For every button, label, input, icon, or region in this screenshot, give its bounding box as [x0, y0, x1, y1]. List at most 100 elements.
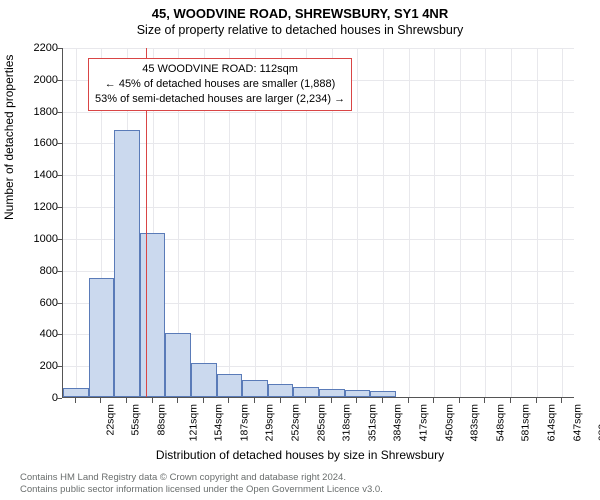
- x-tick-mark: [561, 398, 562, 403]
- chart-title: 45, WOODVINE ROAD, SHREWSBURY, SY1 4NR: [0, 0, 600, 21]
- y-tick-mark: [57, 303, 62, 304]
- y-tick-label: 2000: [20, 74, 58, 86]
- y-tick-label: 1400: [20, 169, 58, 181]
- x-tick-mark: [459, 398, 460, 403]
- x-tick-mark: [408, 398, 409, 403]
- y-tick-label: 1600: [20, 137, 58, 149]
- x-tick-mark: [100, 398, 101, 403]
- x-tick-label: 450sqm: [443, 404, 455, 441]
- x-tick-label: 581sqm: [520, 404, 532, 441]
- x-tick-mark: [126, 398, 127, 403]
- chart-container: 45, WOODVINE ROAD, SHREWSBURY, SY1 4NR S…: [0, 0, 600, 500]
- x-tick-mark: [382, 398, 383, 403]
- x-tick-mark: [433, 398, 434, 403]
- x-tick-mark: [280, 398, 281, 403]
- gridline-h: [63, 48, 574, 49]
- histogram-bar: [191, 363, 217, 397]
- x-tick-label: 417sqm: [417, 404, 429, 441]
- gridline-v: [357, 48, 358, 397]
- y-tick-mark: [57, 398, 62, 399]
- histogram-bar: [293, 387, 319, 397]
- x-tick-label: 285sqm: [315, 404, 327, 441]
- histogram-bar: [165, 333, 191, 397]
- y-tick-label: 1200: [20, 201, 58, 213]
- x-tick-label: 680sqm: [597, 404, 600, 441]
- gridline-v: [460, 48, 461, 397]
- x-tick-mark: [536, 398, 537, 403]
- x-tick-mark: [152, 398, 153, 403]
- x-tick-label: 548sqm: [494, 404, 506, 441]
- histogram-bar: [319, 389, 345, 397]
- annotation-line: ← 45% of detached houses are smaller (1,…: [95, 77, 345, 92]
- x-tick-mark: [75, 398, 76, 403]
- x-tick-label: 121sqm: [187, 404, 199, 441]
- y-tick-label: 800: [20, 265, 58, 277]
- chart-subtitle: Size of property relative to detached ho…: [0, 21, 600, 41]
- x-tick-label: 88sqm: [156, 404, 168, 436]
- x-tick-label: 351sqm: [366, 404, 378, 441]
- gridline-v: [485, 48, 486, 397]
- x-tick-label: 614sqm: [545, 404, 557, 441]
- y-tick-mark: [57, 48, 62, 49]
- gridline-v: [383, 48, 384, 397]
- x-tick-label: 252sqm: [289, 404, 301, 441]
- y-tick-mark: [57, 143, 62, 144]
- annotation-box: 45 WOODVINE ROAD: 112sqm← 45% of detache…: [88, 58, 352, 111]
- y-tick-mark: [57, 271, 62, 272]
- y-axis-label: Number of detached properties: [2, 55, 16, 220]
- histogram-bar: [242, 380, 268, 397]
- y-tick-mark: [57, 80, 62, 81]
- y-tick-label: 1800: [20, 106, 58, 118]
- x-tick-label: 647sqm: [571, 404, 583, 441]
- histogram-bar: [217, 374, 243, 397]
- y-tick-mark: [57, 366, 62, 367]
- x-axis-label: Distribution of detached houses by size …: [0, 448, 600, 462]
- histogram-bar: [268, 384, 294, 397]
- footer-line-2: Contains public sector information licen…: [20, 484, 383, 496]
- footer-line-1: Contains HM Land Registry data © Crown c…: [20, 472, 383, 484]
- y-tick-mark: [57, 207, 62, 208]
- footer-attribution: Contains HM Land Registry data © Crown c…: [20, 472, 383, 496]
- x-tick-label: 22sqm: [104, 404, 116, 436]
- x-tick-label: 55sqm: [130, 404, 142, 436]
- gridline-v: [511, 48, 512, 397]
- annotation-line: 53% of semi-detached houses are larger (…: [95, 92, 345, 107]
- x-tick-label: 154sqm: [213, 404, 225, 441]
- x-tick-mark: [356, 398, 357, 403]
- histogram-bar: [370, 391, 396, 397]
- x-tick-mark: [484, 398, 485, 403]
- histogram-bar: [140, 233, 166, 397]
- histogram-bar: [89, 278, 115, 397]
- y-tick-mark: [57, 175, 62, 176]
- x-tick-mark: [228, 398, 229, 403]
- gridline-v: [409, 48, 410, 397]
- histogram-bar: [345, 390, 371, 397]
- y-tick-label: 600: [20, 297, 58, 309]
- x-tick-label: 318sqm: [341, 404, 353, 441]
- gridline-v: [537, 48, 538, 397]
- y-tick-label: 1000: [20, 233, 58, 245]
- gridline-h: [63, 112, 574, 113]
- x-tick-mark: [331, 398, 332, 403]
- x-tick-label: 384sqm: [392, 404, 404, 441]
- y-tick-label: 2200: [20, 42, 58, 54]
- x-tick-label: 483sqm: [469, 404, 481, 441]
- x-tick-label: 187sqm: [238, 404, 250, 441]
- y-tick-label: 400: [20, 328, 58, 340]
- x-tick-mark: [203, 398, 204, 403]
- annotation-line: 45 WOODVINE ROAD: 112sqm: [95, 62, 345, 77]
- y-tick-mark: [57, 112, 62, 113]
- x-tick-mark: [254, 398, 255, 403]
- x-tick-mark: [305, 398, 306, 403]
- gridline-v: [76, 48, 77, 397]
- gridline-v: [434, 48, 435, 397]
- x-tick-mark: [510, 398, 511, 403]
- y-tick-mark: [57, 239, 62, 240]
- gridline-v: [562, 48, 563, 397]
- y-tick-label: 200: [20, 360, 58, 372]
- x-tick-mark: [177, 398, 178, 403]
- x-tick-label: 219sqm: [264, 404, 276, 441]
- histogram-bar: [63, 388, 89, 397]
- y-tick-mark: [57, 334, 62, 335]
- histogram-bar: [114, 130, 140, 397]
